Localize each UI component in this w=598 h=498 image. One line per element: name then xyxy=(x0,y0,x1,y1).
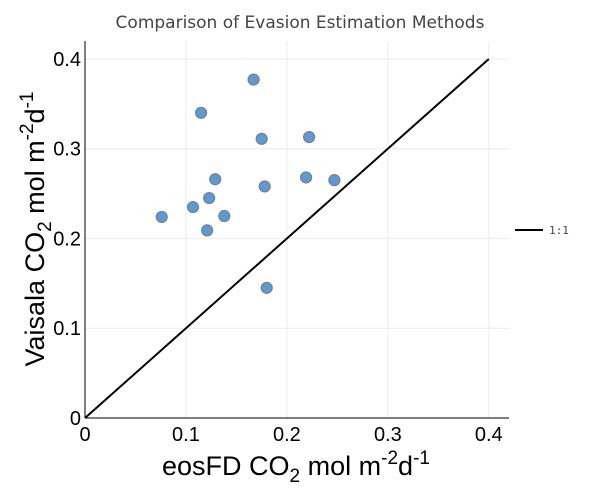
data-point xyxy=(260,281,273,294)
y-tick-label: 0.4 xyxy=(53,49,81,71)
y-axis-ticks: 0 0.1 0.2 0.3 0.4 xyxy=(53,49,81,430)
x-axis-label: eosFD CO2 mol m-2d-1 xyxy=(162,448,430,487)
data-point xyxy=(247,73,260,86)
axis-label-part: Vaisala CO xyxy=(20,232,50,367)
data-point xyxy=(218,209,231,223)
x-tick-label: 0.2 xyxy=(273,424,301,446)
data-point xyxy=(303,130,316,144)
legend[interactable]: 1:1 xyxy=(515,224,569,237)
data-points xyxy=(155,73,341,294)
chart-title: Comparison of Evasion Estimation Methods xyxy=(116,13,485,33)
axis-label-part: 2 xyxy=(290,466,301,487)
axis-label-part: -1 xyxy=(413,448,430,469)
x-axis-ticks: 0 0.1 0.2 0.3 0.4 xyxy=(79,424,502,446)
axis-label-part: 2 xyxy=(35,221,56,232)
data-point xyxy=(201,224,214,237)
data-point xyxy=(203,191,216,205)
y-tick-label: 0.1 xyxy=(53,318,81,340)
data-point xyxy=(194,106,208,119)
legend-label-1-1: 1:1 xyxy=(549,224,569,237)
axis-label-part: d xyxy=(20,108,50,123)
data-point xyxy=(255,132,268,145)
data-point xyxy=(209,173,222,186)
axis-label-part: d xyxy=(398,451,413,481)
y-tick-label: 0 xyxy=(70,408,81,430)
data-point xyxy=(186,200,200,214)
data-point xyxy=(155,210,168,224)
axis-label-part: -1 xyxy=(17,92,38,109)
grid-lines xyxy=(85,41,509,418)
axes xyxy=(84,41,509,419)
axis-label-part: -2 xyxy=(381,448,398,469)
reference-line-layer xyxy=(84,58,490,419)
data-point xyxy=(328,174,341,187)
x-tick-label: 0.1 xyxy=(172,424,200,446)
y-tick-label: 0.3 xyxy=(53,139,81,161)
x-tick-label: 0 xyxy=(79,424,90,446)
y-tick-label: 0.2 xyxy=(53,228,81,250)
axis-label-part: eosFD CO xyxy=(162,451,290,481)
y-axis-label: Vaisala CO2 mol m-2d-1 xyxy=(17,92,56,367)
axis-label-part: mol m xyxy=(300,451,381,481)
reference-line-1-1 xyxy=(84,58,490,419)
data-point xyxy=(258,180,271,193)
axis-label-part: mol m xyxy=(20,140,50,221)
axis-label-part: -2 xyxy=(17,123,38,140)
x-tick-label: 0.4 xyxy=(475,424,503,446)
data-point xyxy=(299,171,313,184)
x-tick-label: 0.3 xyxy=(374,424,402,446)
